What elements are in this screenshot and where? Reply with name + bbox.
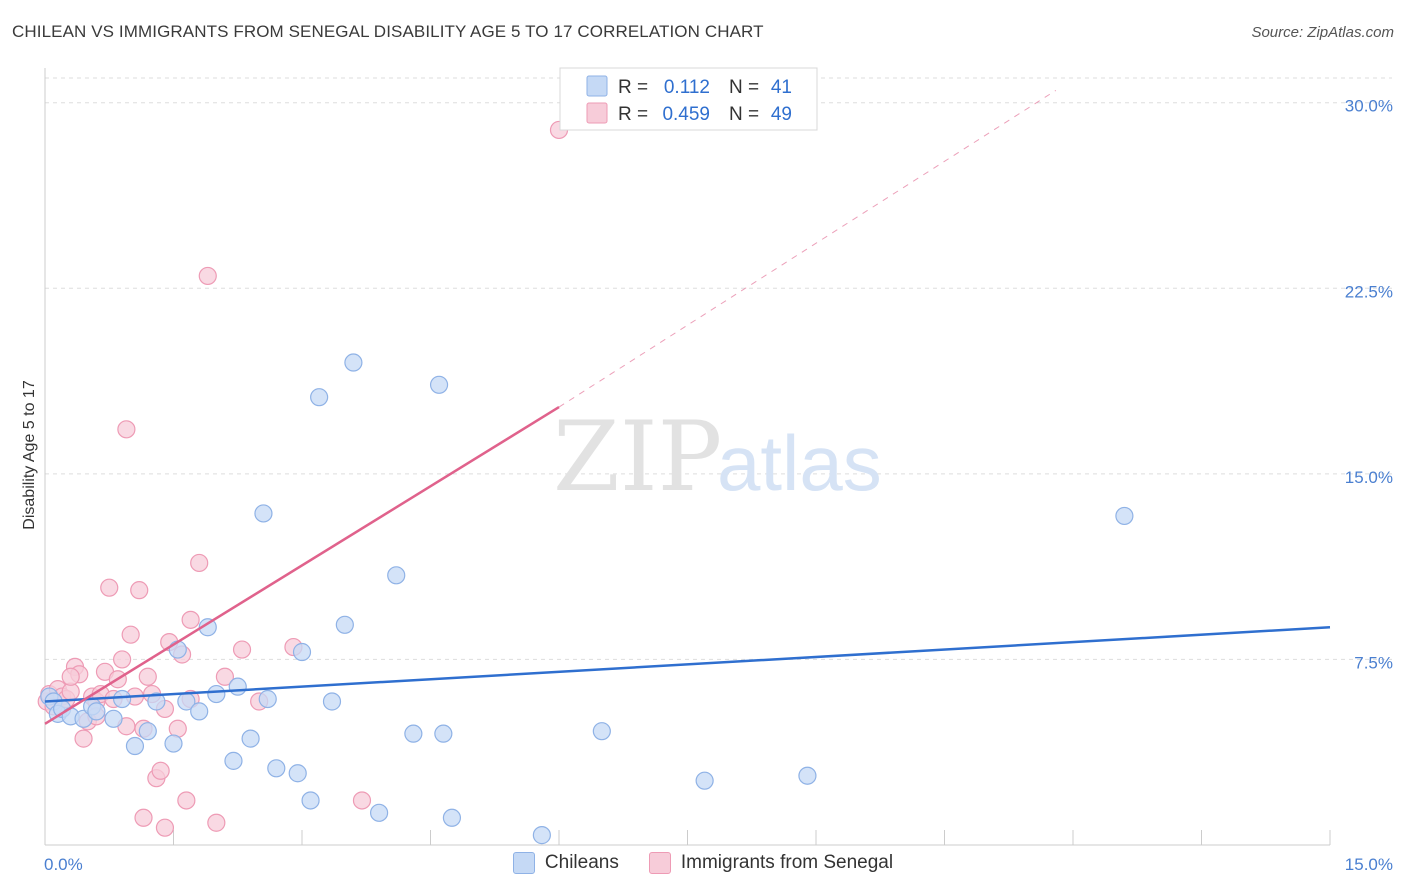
data-point	[232, 640, 252, 659]
watermark-atlas: atlas	[717, 419, 882, 507]
y-tick-label: 7.5%	[1354, 653, 1393, 672]
y-tick-label: 15.0%	[1345, 468, 1393, 487]
legend-label-senegal: Immigrants from Senegal	[680, 852, 894, 873]
trend-line-senegal	[44, 406, 560, 725]
data-point	[104, 709, 123, 728]
data-point	[254, 504, 273, 523]
data-point	[190, 553, 209, 573]
data-point	[147, 692, 166, 711]
legend-n-value: 49	[771, 104, 792, 125]
data-point	[301, 791, 320, 810]
data-point	[288, 764, 307, 783]
data-point	[370, 803, 389, 822]
legend-r-value: 0.459	[662, 104, 710, 125]
data-point	[207, 684, 226, 704]
data-point	[168, 640, 187, 659]
data-point	[61, 667, 80, 686]
legend-swatch-pink	[648, 852, 671, 874]
data-point	[181, 610, 200, 629]
data-point	[112, 689, 132, 709]
pink-points	[37, 120, 569, 837]
y-tick-labels: 7.5% 15.0% 22.5% 30.0%	[1345, 97, 1393, 673]
chart-title: CHILEAN VS IMMIGRANTS FROM SENEGAL DISAB…	[12, 22, 764, 41]
source-label: Source: ZipAtlas.com	[1251, 24, 1394, 41]
data-point	[138, 722, 157, 741]
data-point	[121, 625, 140, 644]
legend-swatch	[586, 75, 608, 97]
data-point	[155, 818, 175, 837]
legend-n-value: 41	[771, 77, 792, 98]
trend-line-chileans	[44, 626, 1331, 703]
grid	[45, 77, 1392, 660]
watermark-zip: ZIP	[553, 401, 722, 513]
legend-r-label: R =	[618, 104, 648, 125]
data-point	[207, 813, 226, 832]
data-point	[74, 729, 93, 748]
watermark: ZIP atlas	[553, 401, 882, 513]
data-point	[134, 808, 153, 827]
x-tick-labels: 0.0% 15.0%	[44, 855, 1393, 874]
data-point	[1115, 506, 1134, 526]
legend-item-senegal: Immigrants from Senegal	[648, 852, 894, 874]
data-point	[117, 420, 136, 439]
data-point	[224, 751, 243, 770]
data-point	[592, 722, 611, 741]
data-point	[151, 761, 170, 780]
data-point	[352, 791, 372, 810]
data-point	[344, 353, 363, 372]
data-point	[310, 388, 329, 407]
x-tick-label: 15.0%	[1345, 855, 1393, 874]
correlation-legend: R = 0.112 N = 41 R = 0.459 N = 49	[559, 67, 818, 131]
axes	[44, 68, 1331, 846]
data-point	[267, 759, 286, 778]
data-point	[241, 729, 260, 748]
x-tick-label: 0.0%	[44, 855, 83, 874]
legend-label-chileans: Chileans	[544, 852, 619, 873]
data-point	[258, 689, 277, 709]
data-point	[87, 702, 106, 721]
legend-swatch	[586, 102, 608, 124]
data-point	[198, 266, 217, 286]
data-point	[434, 724, 453, 743]
data-point	[215, 667, 234, 686]
data-point	[429, 375, 449, 394]
data-point	[695, 771, 714, 790]
data-point	[798, 766, 817, 785]
data-point	[138, 667, 157, 686]
legend-r-value: 0.112	[664, 77, 710, 98]
y-tick-label: 30.0%	[1345, 97, 1393, 116]
data-point	[335, 615, 354, 634]
data-point	[164, 734, 183, 753]
y-axis-label: Disability Age 5 to 17	[21, 380, 38, 530]
data-point	[177, 791, 196, 810]
data-point	[130, 581, 149, 600]
data-point	[292, 642, 312, 662]
data-point	[442, 808, 462, 827]
data-point	[532, 826, 551, 845]
trend-line-senegal-extension	[558, 89, 1057, 408]
legend-swatch-blue	[512, 852, 535, 874]
data-point	[322, 692, 342, 711]
legend-n-label: N =	[729, 77, 759, 98]
series-legend: Chileans Immigrants from Senegal	[0, 852, 1406, 874]
data-point	[112, 650, 132, 669]
data-point	[228, 677, 247, 696]
y-tick-label: 22.5%	[1345, 282, 1393, 301]
data-point	[404, 724, 423, 743]
data-point	[387, 566, 406, 585]
data-point	[100, 578, 119, 597]
legend-n-label: N =	[729, 104, 759, 125]
legend-item-chileans: Chileans	[512, 852, 619, 874]
legend-r-label: R =	[618, 77, 648, 98]
data-point	[125, 736, 145, 756]
data-point	[190, 702, 209, 721]
trend-lines	[44, 89, 1331, 725]
